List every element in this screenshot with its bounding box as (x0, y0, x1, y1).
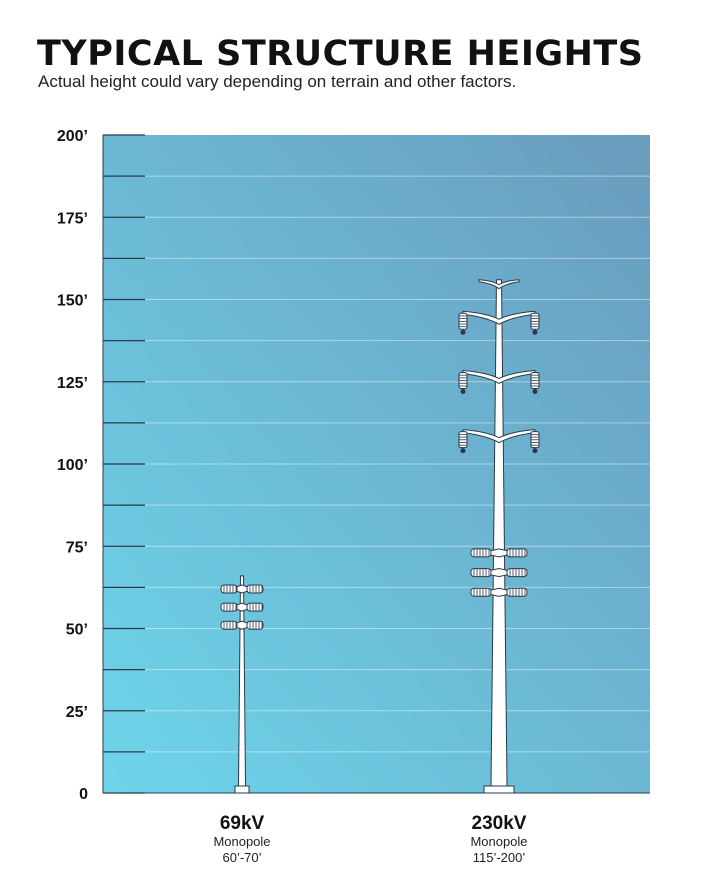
category-labels: 69kVMonopole60’-70’230kVMonopole115’-200… (213, 813, 527, 865)
conductor-clamp (532, 448, 538, 454)
y-tick-label: 50’ (66, 622, 88, 639)
insulator-string (246, 584, 264, 594)
category-name: 69kV (220, 813, 265, 834)
structure-0 (220, 575, 264, 794)
insulator-bracket (489, 587, 509, 597)
structure-1 (458, 279, 540, 794)
y-tick-label: 175’ (57, 210, 88, 227)
insulator-bracket (489, 548, 509, 558)
insulator-bracket (489, 568, 509, 578)
y-tick-label: 125’ (57, 375, 88, 392)
y-tick-label: 75’ (66, 539, 88, 556)
y-tick-label: 0 (79, 786, 88, 803)
pole-shaft (490, 279, 508, 787)
category-name: 230kV (472, 813, 527, 834)
pole-base (483, 785, 515, 794)
y-tick-label: 100’ (57, 457, 88, 474)
pole-base (234, 785, 250, 794)
insulator-string (246, 602, 264, 612)
insulator-string (220, 584, 238, 594)
plot-area (103, 135, 650, 793)
category-type: Monopole (213, 834, 270, 849)
chart-title: TYPICAL STRUCTURE HEIGHTS (37, 34, 644, 74)
insulator-bracket (235, 584, 249, 594)
conductor-clamp (460, 448, 466, 454)
insulator-bracket (235, 602, 249, 612)
conductor-clamp (532, 329, 538, 335)
gridlines (103, 175, 650, 753)
chart-subtitle: Actual height could vary depending on te… (38, 72, 517, 91)
conductor-clamp (460, 388, 466, 394)
category-type: Monopole (470, 834, 527, 849)
insulator-string (220, 602, 238, 612)
y-tick-label: 200’ (57, 128, 88, 145)
shield-wire-arm (478, 279, 520, 290)
structures (220, 279, 540, 794)
category-height-range: 115’-200’ (473, 850, 526, 865)
y-tick-label: 25’ (66, 704, 88, 721)
y-tick-label: 150’ (57, 293, 88, 310)
insulator-string (246, 620, 264, 630)
conductor-clamp (532, 388, 538, 394)
category-height-range: 60’-70’ (222, 850, 261, 865)
insulator-string (220, 620, 238, 630)
insulator-bracket (235, 620, 249, 630)
conductor-clamp (460, 329, 466, 335)
